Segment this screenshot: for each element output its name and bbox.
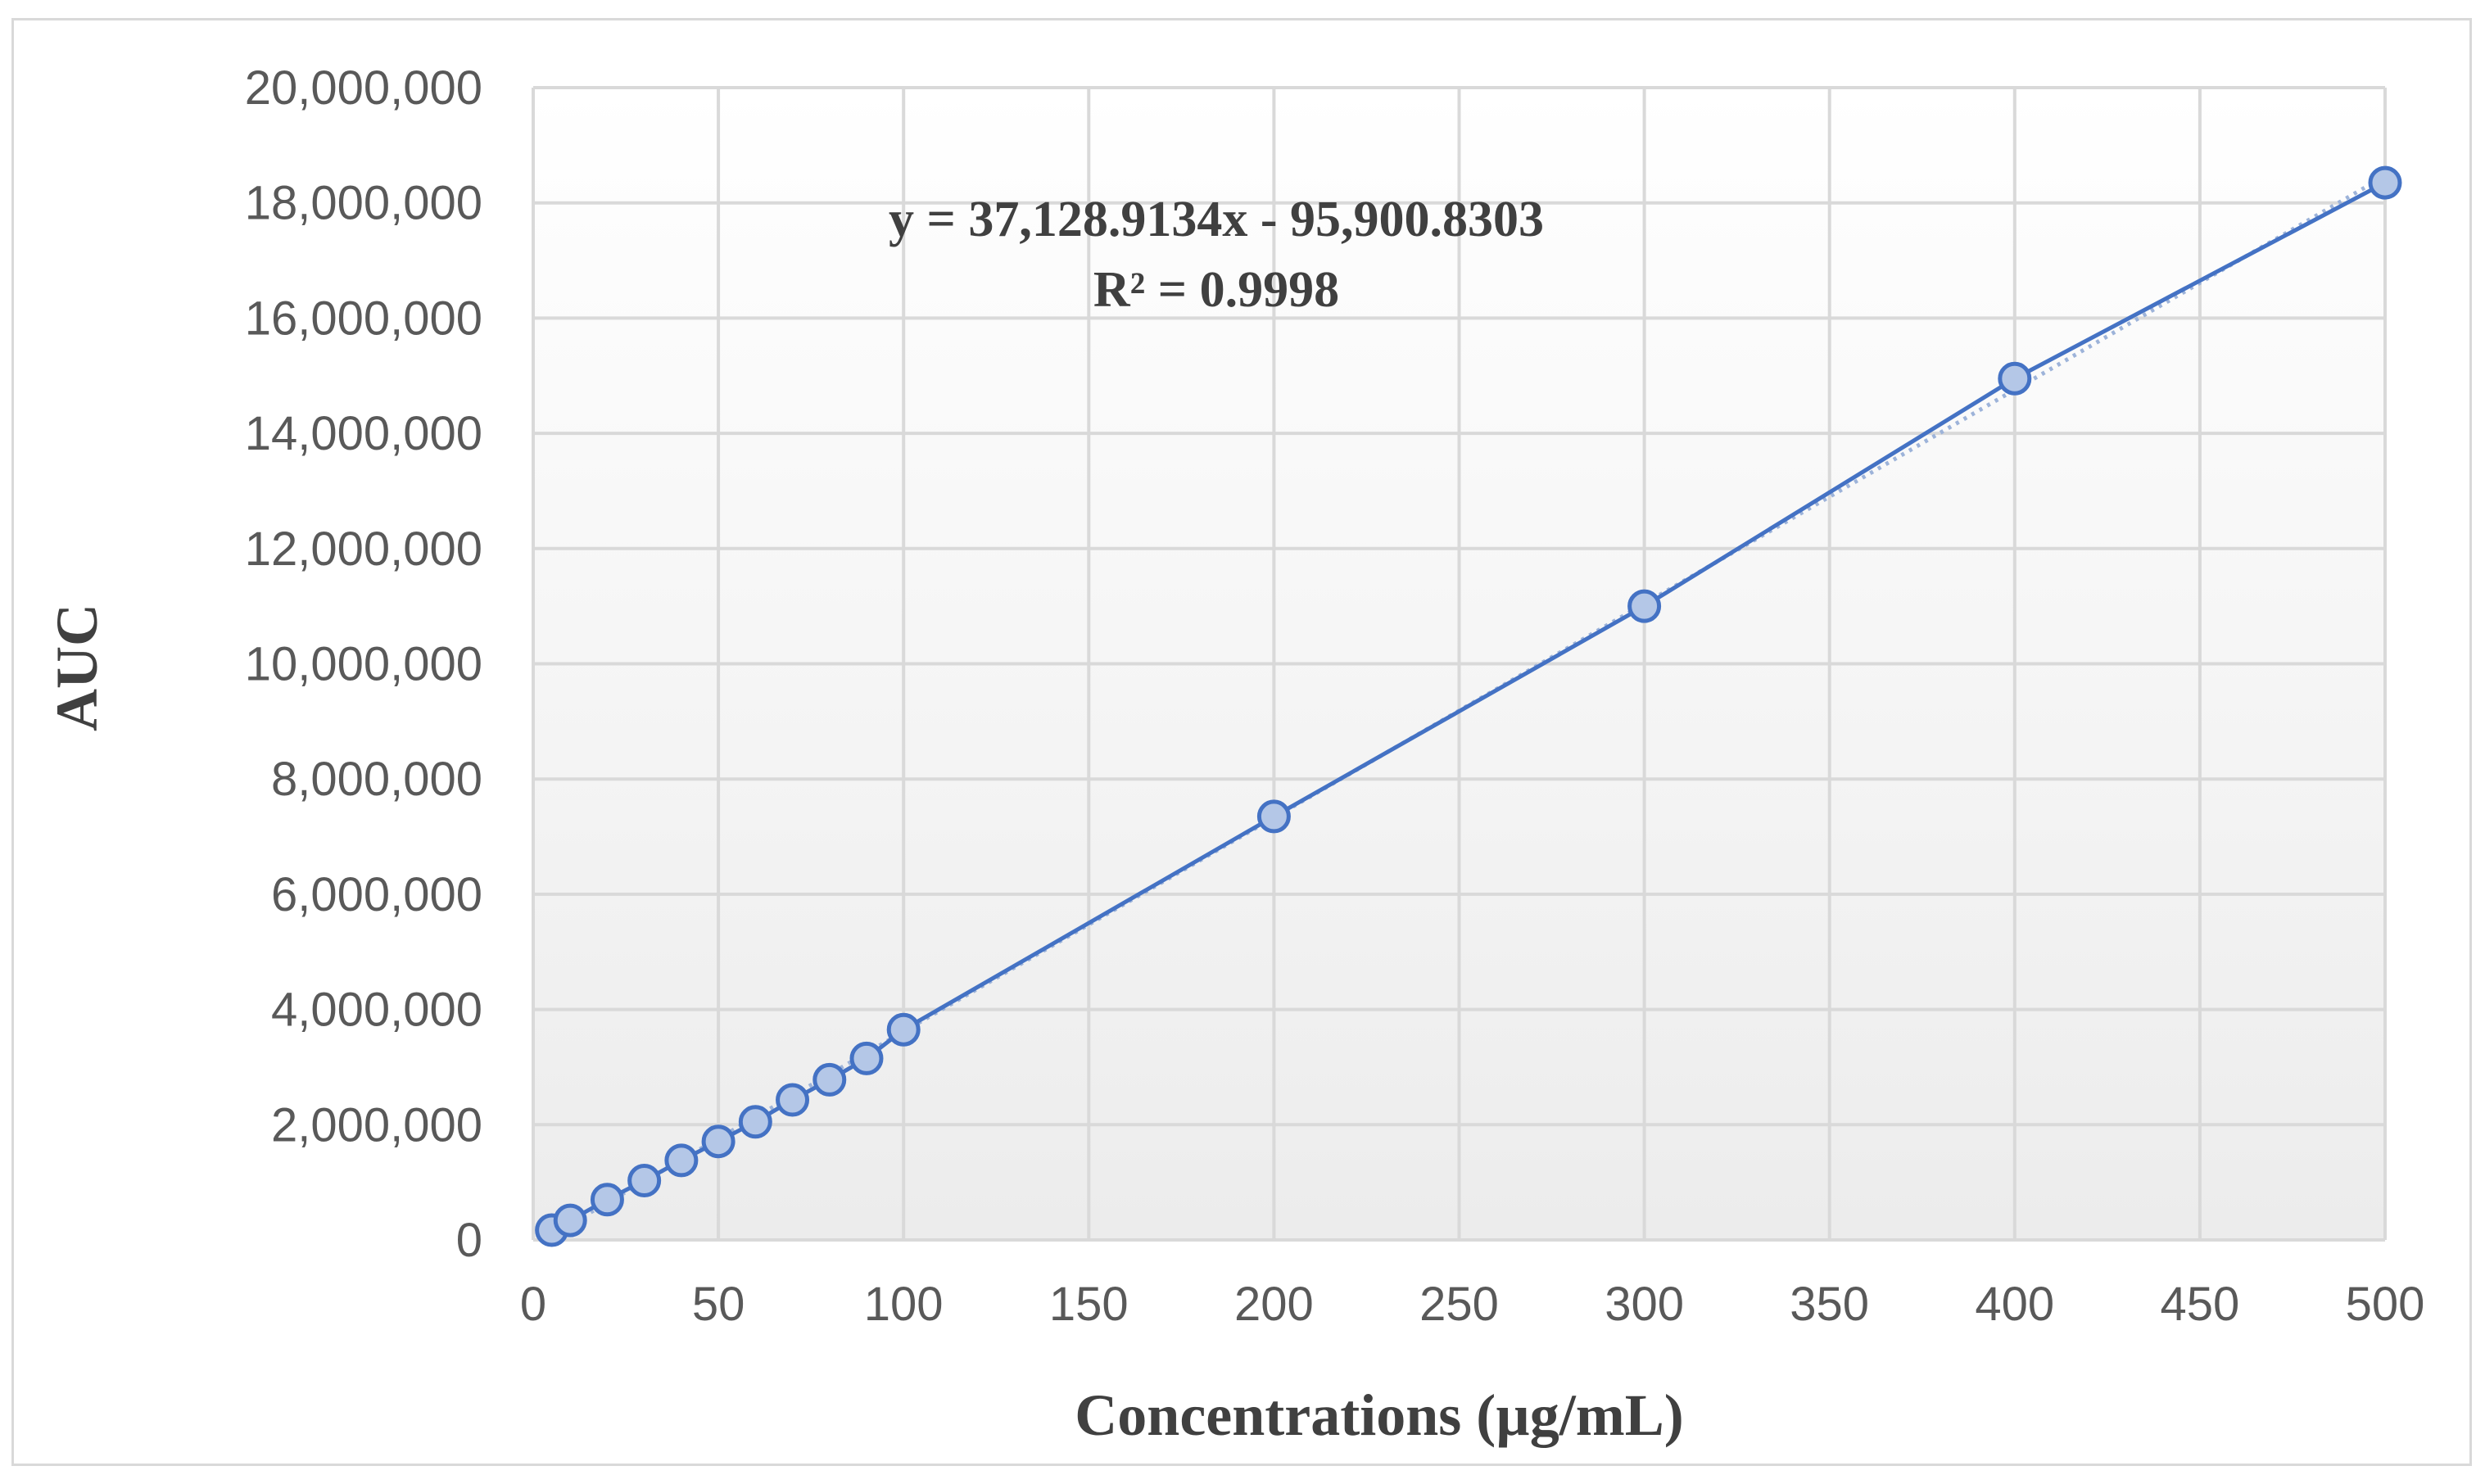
data-point: [701, 1124, 736, 1159]
y-tick-label: 14,000,000: [245, 407, 482, 460]
x-tick-label: 50: [692, 1278, 745, 1331]
y-axis-title: AUC: [44, 604, 110, 731]
y-tick-label: 8,000,000: [271, 753, 482, 806]
data-point: [553, 1203, 587, 1237]
series-layer: [535, 165, 2402, 1247]
x-tick-label: 500: [2346, 1278, 2425, 1331]
x-tick-label: 400: [1975, 1278, 2054, 1331]
y-tick-label: 4,000,000: [271, 984, 482, 1037]
tick-labels: 0 2,000,000 4,000,000 6,000,000 8,000,000 10,…: [245, 61, 2425, 1331]
x-tick-label: 0: [520, 1278, 546, 1331]
x-tick-label: 150: [1049, 1278, 1129, 1331]
trendline-equation: y = 37,128.9134x - 95,900.8303: [889, 192, 1544, 247]
trendline-r-squared: R² = 0.9998: [1093, 262, 1339, 318]
data-point: [776, 1083, 810, 1117]
x-axis-title: Concentrations (µg/mL): [1075, 1382, 1683, 1448]
y-tick-label: 20,000,000: [245, 61, 482, 115]
x-tick-label: 450: [2161, 1278, 2240, 1331]
y-tick-label: 0: [456, 1214, 482, 1267]
y-tick-label: 10,000,000: [245, 638, 482, 691]
data-point: [1998, 361, 2032, 396]
data-point: [664, 1143, 699, 1178]
x-tick-label: 300: [1605, 1278, 1684, 1331]
y-tick-label: 18,000,000: [245, 177, 482, 230]
x-tick-label: 200: [1234, 1278, 1314, 1331]
y-tick-label: 12,000,000: [245, 523, 482, 576]
x-tick-label: 250: [1419, 1278, 1499, 1331]
y-tick-label: 6,000,000: [271, 868, 482, 921]
data-point: [590, 1183, 624, 1217]
data-point: [738, 1105, 772, 1139]
data-point: [1627, 589, 1662, 623]
y-tick-label: 16,000,000: [245, 292, 482, 345]
data-point: [849, 1041, 884, 1075]
x-tick-label: 100: [864, 1278, 944, 1331]
grid-lines: [532, 86, 2387, 1242]
data-point: [886, 1012, 921, 1047]
y-tick-label: 2,000,000: [271, 1098, 482, 1151]
data-point: [1256, 799, 1291, 834]
data-point: [627, 1164, 662, 1198]
data-point: [2368, 165, 2402, 200]
x-tick-label: 350: [1790, 1278, 1869, 1331]
data-point: [812, 1062, 847, 1097]
